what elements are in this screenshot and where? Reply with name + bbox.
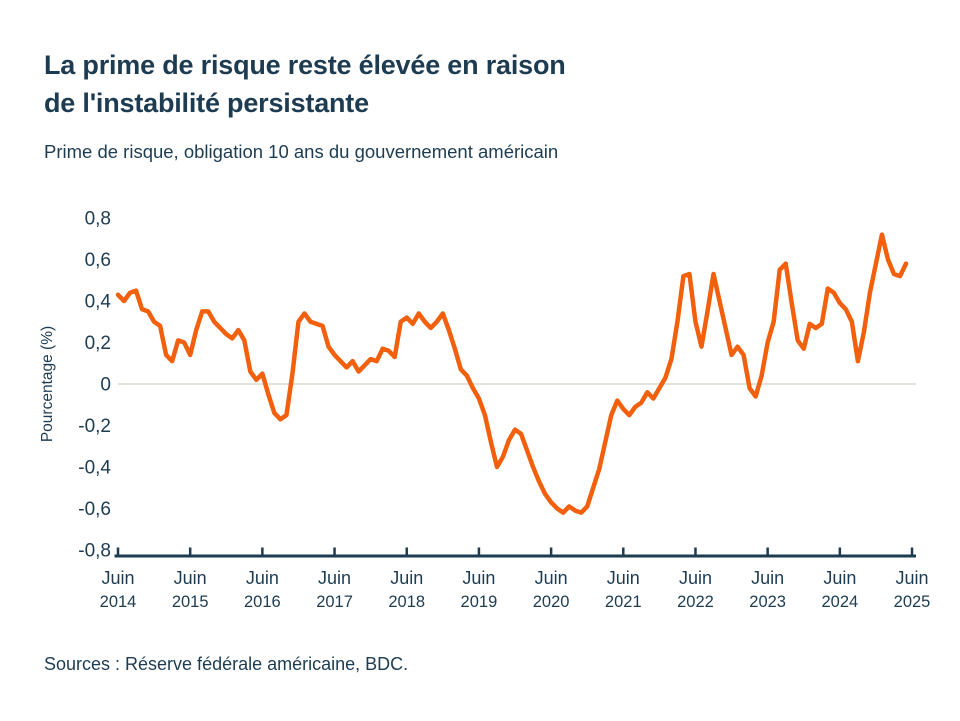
page-subtitle: Prime de risque, obligation 10 ans du go…: [44, 141, 559, 162]
x-tick-label-month: Juin: [607, 568, 640, 588]
x-tick-label-year: 2019: [461, 593, 498, 611]
risk-premium-line: [115, 232, 909, 515]
y-tick-label: -0,6: [78, 499, 111, 520]
x-tick-label-month: Juin: [174, 568, 207, 588]
y-tick-label: 0,4: [85, 292, 112, 313]
x-tick-label-year: 2016: [244, 593, 281, 611]
x-tick-label-month: Juin: [246, 568, 279, 588]
y-tick-label: -0,8: [78, 541, 111, 562]
x-tick-label-year: 2020: [533, 593, 570, 611]
x-tick-label-year: 2025: [894, 593, 931, 611]
x-tick-label-month: Juin: [101, 568, 134, 588]
x-tick-label-month: Juin: [535, 568, 568, 588]
page-title: La prime de risque reste élevée en raiso…: [44, 46, 724, 122]
x-tick-label-month: Juin: [896, 568, 929, 588]
y-tick-label: 0,8: [85, 209, 111, 230]
x-tick-label-year: 2023: [749, 593, 786, 611]
x-tick-label-year: 2024: [821, 593, 858, 611]
x-tick-label-month: Juin: [390, 568, 423, 588]
x-tick-label-month: Juin: [823, 568, 856, 588]
page-title-line-1: La prime de risque reste élevée en raiso…: [44, 50, 566, 80]
x-tick-label-month: Juin: [462, 568, 495, 588]
chart-area: 0,8 0,6 0,4 0,2 0 -0,2 -0,4 -0,6 -0,8 Pourcentage…: [0, 180, 960, 620]
x-tick-label-month: Juin: [751, 568, 784, 588]
y-tick-label: -0,4: [78, 458, 111, 479]
page-title-line-2: de l'instabilité persistante: [44, 88, 369, 118]
y-axis-title: Pourcentage (%): [39, 326, 56, 442]
y-tick-label: -0,2: [78, 416, 111, 437]
y-tick-label: 0,2: [85, 333, 111, 354]
x-tick-label-year: 2018: [388, 593, 425, 611]
x-tick-label-year: 2022: [677, 593, 714, 611]
x-tick-label-month: Juin: [318, 568, 351, 588]
y-tick-label: 0: [100, 375, 111, 396]
y-tick-label: 0,6: [85, 250, 111, 271]
chart-svg: 0,8 0,6 0,4 0,2 0 -0,2 -0,4 -0,6 -0,8 Pourcentage…: [39, 209, 931, 612]
x-tick-label-year: 2015: [172, 593, 209, 611]
x-tick-label-month: Juin: [679, 568, 712, 588]
x-tick-label-year: 2014: [100, 593, 137, 611]
x-tick-label-year: 2017: [316, 593, 353, 611]
sources-text: Sources : Réserve fédérale américaine, B…: [44, 654, 409, 674]
x-tick-label-year: 2021: [605, 593, 642, 611]
